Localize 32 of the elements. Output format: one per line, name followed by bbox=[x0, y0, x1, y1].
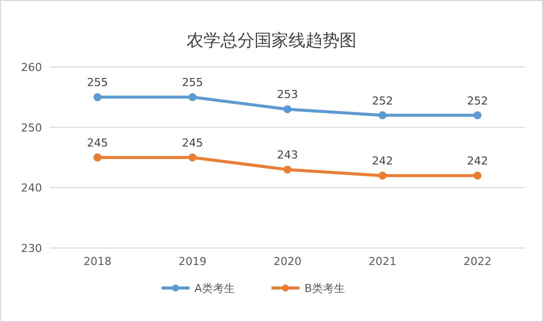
data-label: 253 bbox=[277, 88, 298, 102]
y-tick-label: 260 bbox=[21, 61, 42, 74]
legend-label: A类考生 bbox=[194, 282, 236, 295]
x-tick-label: 2022 bbox=[464, 255, 492, 268]
point bbox=[188, 154, 196, 162]
data-label: 242 bbox=[467, 154, 488, 168]
point bbox=[378, 111, 386, 120]
data-label: 242 bbox=[372, 154, 393, 168]
point bbox=[474, 111, 482, 120]
point bbox=[94, 154, 102, 162]
data-label: 252 bbox=[467, 94, 488, 108]
x-tick-label: 2019 bbox=[178, 255, 206, 268]
y-tick-label: 250 bbox=[21, 121, 42, 134]
point bbox=[284, 166, 292, 174]
data-label: 255 bbox=[87, 76, 108, 90]
point bbox=[284, 105, 292, 114]
point bbox=[188, 93, 196, 102]
y-tick-label: 230 bbox=[21, 242, 42, 255]
data-label: 243 bbox=[277, 148, 298, 162]
x-tick-label: 2021 bbox=[368, 255, 396, 268]
chart-title: 农学总分国家线趋势图 bbox=[186, 31, 356, 51]
point bbox=[378, 172, 386, 180]
x-tick-label: 2020 bbox=[274, 255, 302, 268]
y-tick-label: 240 bbox=[21, 182, 42, 195]
data-label: 255 bbox=[182, 76, 203, 90]
legend-label: B类考生 bbox=[304, 282, 346, 295]
data-label: 245 bbox=[87, 136, 108, 150]
data-label: 252 bbox=[372, 94, 393, 108]
x-tick-label: 2018 bbox=[84, 255, 112, 268]
point bbox=[474, 172, 482, 180]
point bbox=[94, 93, 102, 102]
data-label: 245 bbox=[182, 136, 203, 150]
